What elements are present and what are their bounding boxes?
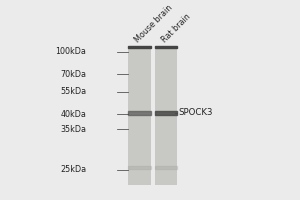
- Bar: [155, 166, 178, 169]
- Text: 35kDa: 35kDa: [60, 125, 86, 134]
- Text: Rat brain: Rat brain: [160, 12, 192, 45]
- Bar: [128, 46, 151, 185]
- Text: SPOCK3: SPOCK3: [178, 108, 213, 117]
- Text: 25kDa: 25kDa: [60, 165, 86, 174]
- Bar: [155, 111, 178, 115]
- Text: 40kDa: 40kDa: [60, 110, 86, 119]
- Text: 100kDa: 100kDa: [55, 47, 86, 56]
- Bar: [128, 46, 151, 48]
- Bar: [155, 46, 178, 185]
- Text: Mouse brain: Mouse brain: [133, 4, 174, 45]
- Text: 55kDa: 55kDa: [60, 87, 86, 96]
- Bar: [155, 46, 178, 48]
- Bar: [128, 111, 151, 115]
- Bar: [128, 166, 151, 169]
- Text: 70kDa: 70kDa: [60, 70, 86, 79]
